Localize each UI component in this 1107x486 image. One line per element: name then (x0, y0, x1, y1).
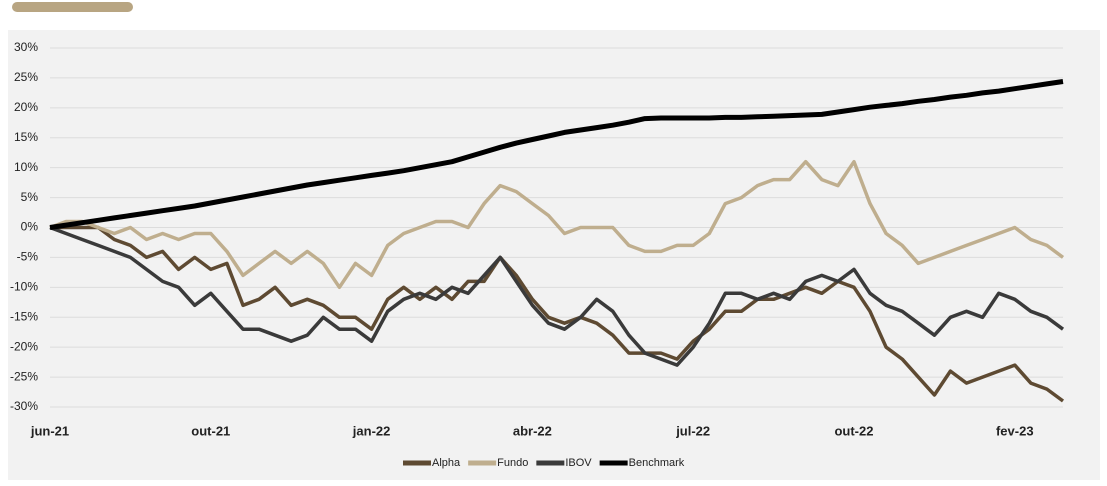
x-tick-label: out-22 (834, 423, 873, 438)
y-tick-label: -30% (10, 399, 38, 413)
y-tick-label: -5% (17, 250, 39, 264)
y-tick-label: -10% (10, 280, 38, 294)
line-2 (49, 225, 1065, 367)
y-tick-label: 0% (21, 220, 39, 234)
y-tick-label: -15% (10, 309, 38, 323)
y-tick-label: 20% (14, 100, 38, 114)
x-tick-label: jul-22 (675, 423, 710, 438)
header-pill (12, 2, 133, 12)
x-tick-label: jan-22 (352, 423, 391, 438)
y-tick-label: -20% (10, 339, 38, 353)
x-tick-label: fev-23 (996, 423, 1034, 438)
line-3 (49, 79, 1064, 230)
y-tick-label: 15% (14, 130, 38, 144)
x-tick-label: jun-21 (30, 423, 69, 438)
legend-label: Alpha (432, 457, 461, 469)
y-tick-label: 30% (14, 40, 38, 54)
y-tick-label: -25% (10, 369, 38, 383)
x-tick-label: out-21 (191, 423, 230, 438)
legend-label: IBOV (565, 457, 592, 469)
line-1 (49, 159, 1065, 290)
legend-label: Benchmark (629, 457, 685, 469)
plot-background (8, 30, 1100, 480)
legend-label: Fundo (497, 457, 528, 469)
y-tick-label: 25% (14, 70, 38, 84)
x-tick-label: abr-22 (513, 423, 552, 438)
line-0 (50, 225, 1065, 403)
y-tick-label: 5% (21, 190, 39, 204)
y-tick-label: 10% (14, 160, 38, 174)
